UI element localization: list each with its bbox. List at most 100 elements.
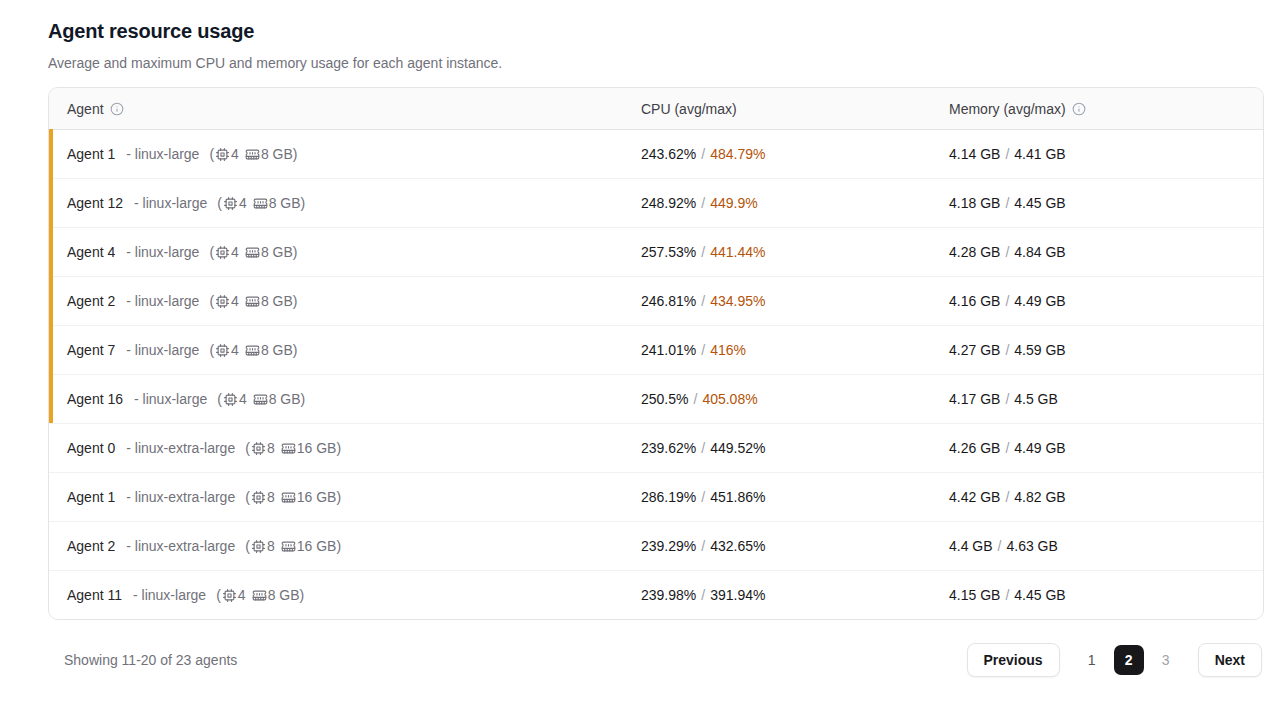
info-icon[interactable] <box>110 102 124 116</box>
memory-stick-icon <box>245 245 260 260</box>
agent-instance-type: - linux-extra-large <box>126 538 235 554</box>
memory-stick-icon <box>245 294 260 309</box>
cpu-chip-icon <box>223 196 238 211</box>
info-icon[interactable] <box>1072 102 1086 116</box>
table-row: Agent 16 - linux-large (48 GB) 250.5%/40… <box>49 374 1263 423</box>
memory-avg-value: 4.17 GB <box>949 391 1000 407</box>
agent-name: Agent 11 <box>67 587 122 603</box>
memory-cell: 4.26 GB/4.49 GB <box>931 440 1263 456</box>
memory-cell: 4.17 GB/4.5 GB <box>931 391 1263 407</box>
agent-instance-type: - linux-extra-large <box>126 489 235 505</box>
agent-spec: (48 GB) <box>209 293 297 309</box>
previous-page-button[interactable]: Previous <box>967 643 1060 677</box>
memory-max-value: 4.59 GB <box>1014 342 1065 358</box>
cpu-chip-icon <box>251 539 266 554</box>
memory-avg-value: 4.42 GB <box>949 489 1000 505</box>
memory-size: 16 GB <box>297 440 337 456</box>
cpu-avg-value: 239.29% <box>641 538 696 554</box>
memory-max-value: 4.45 GB <box>1014 195 1065 211</box>
column-header-memory: Memory (avg/max) <box>931 101 1263 117</box>
agent-name: Agent 4 <box>67 244 115 260</box>
agent-cell: Agent 4 - linux-large (48 GB) <box>49 244 623 260</box>
memory-max-value: 4.84 GB <box>1014 244 1065 260</box>
memory-max-value: 4.63 GB <box>1006 538 1057 554</box>
page-number-2-active[interactable]: 2 <box>1114 645 1144 675</box>
agent-instance-type: - linux-large <box>126 293 199 309</box>
agent-name: Agent 0 <box>67 440 115 456</box>
memory-stick-icon <box>281 539 296 554</box>
cpu-count: 4 <box>231 244 239 260</box>
memory-stick-icon <box>253 392 268 407</box>
memory-avg-value: 4.15 GB <box>949 587 1000 603</box>
agent-spec: (816 GB) <box>245 489 341 505</box>
memory-cell: 4.18 GB/4.45 GB <box>931 195 1263 211</box>
table-footer: Showing 11-20 of 23 agents Previous 1 2 … <box>48 643 1264 677</box>
memory-cell: 4.28 GB/4.84 GB <box>931 244 1263 260</box>
agent-instance-type: - linux-large <box>134 391 207 407</box>
agent-cell: Agent 7 - linux-large (48 GB) <box>49 342 623 358</box>
agent-name: Agent 2 <box>67 538 115 554</box>
agent-instance-type: - linux-large <box>126 146 199 162</box>
cpu-chip-icon <box>215 147 230 162</box>
agent-cell: Agent 0 - linux-extra-large (816 GB) <box>49 440 623 456</box>
cpu-count: 8 <box>267 489 275 505</box>
cpu-avg-value: 250.5% <box>641 391 688 407</box>
cpu-max-value: 405.08% <box>702 391 757 407</box>
cpu-cell: 239.29%/432.65% <box>623 538 931 554</box>
cpu-chip-icon <box>251 441 266 456</box>
memory-stick-icon <box>281 490 296 505</box>
memory-avg-value: 4.16 GB <box>949 293 1000 309</box>
cpu-chip-icon <box>215 343 230 358</box>
page-subtitle: Average and maximum CPU and memory usage… <box>48 54 1264 72</box>
cpu-avg-value: 239.62% <box>641 440 696 456</box>
memory-size: 8 GB <box>268 587 300 603</box>
agent-name: Agent 12 <box>67 195 123 211</box>
cpu-avg-value: 286.19% <box>641 489 696 505</box>
memory-avg-value: 4.18 GB <box>949 195 1000 211</box>
next-page-button[interactable]: Next <box>1198 643 1262 677</box>
agent-spec: (48 GB) <box>217 195 305 211</box>
memory-avg-value: 4.26 GB <box>949 440 1000 456</box>
memory-size: 8 GB <box>261 146 293 162</box>
cpu-max-value: 449.52% <box>710 440 765 456</box>
cpu-avg-value: 257.53% <box>641 244 696 260</box>
memory-max-value: 4.5 GB <box>1014 391 1058 407</box>
cpu-max-value: 484.79% <box>710 146 765 162</box>
agent-spec: (816 GB) <box>245 440 341 456</box>
cpu-cell: 241.01%/416% <box>623 342 931 358</box>
agent-instance-type: - linux-large <box>134 195 207 211</box>
cpu-cell: 239.62%/449.52% <box>623 440 931 456</box>
cpu-max-value: 441.44% <box>710 244 765 260</box>
cpu-count: 4 <box>238 587 246 603</box>
agent-name: Agent 1 <box>67 146 115 162</box>
column-header-agent: Agent <box>49 101 623 117</box>
cpu-max-value: 432.65% <box>710 538 765 554</box>
memory-size: 8 GB <box>269 391 301 407</box>
cpu-count: 4 <box>231 293 239 309</box>
cpu-max-value: 449.9% <box>710 195 757 211</box>
page-number-1[interactable]: 1 <box>1077 645 1107 675</box>
agent-usage-table: Agent CPU (avg/max) Memory (avg/max) Age… <box>48 87 1264 620</box>
page-number-list: 1 2 3 <box>1077 645 1181 675</box>
column-header-cpu: CPU (avg/max) <box>623 101 931 117</box>
memory-size: 8 GB <box>269 195 301 211</box>
table-row: Agent 11 - linux-large (48 GB) 239.98%/3… <box>49 570 1263 619</box>
cpu-cell: 248.92%/449.9% <box>623 195 931 211</box>
memory-stick-icon <box>245 147 260 162</box>
cpu-count: 4 <box>231 342 239 358</box>
agent-name: Agent 16 <box>67 391 123 407</box>
memory-stick-icon <box>252 588 267 603</box>
cpu-cell: 246.81%/434.95% <box>623 293 931 309</box>
memory-max-value: 4.45 GB <box>1014 587 1065 603</box>
table-header-row: Agent CPU (avg/max) Memory (avg/max) <box>49 88 1263 130</box>
page-number-3[interactable]: 3 <box>1151 645 1181 675</box>
memory-cell: 4.27 GB/4.59 GB <box>931 342 1263 358</box>
page-title: Agent resource usage <box>48 18 1264 44</box>
memory-size: 8 GB <box>261 244 293 260</box>
agent-instance-type: - linux-extra-large <box>126 440 235 456</box>
agent-cell: Agent 2 - linux-extra-large (816 GB) <box>49 538 623 554</box>
memory-stick-icon <box>245 343 260 358</box>
memory-avg-value: 4.4 GB <box>949 538 993 554</box>
memory-avg-value: 4.14 GB <box>949 146 1000 162</box>
cpu-cell: 257.53%/441.44% <box>623 244 931 260</box>
